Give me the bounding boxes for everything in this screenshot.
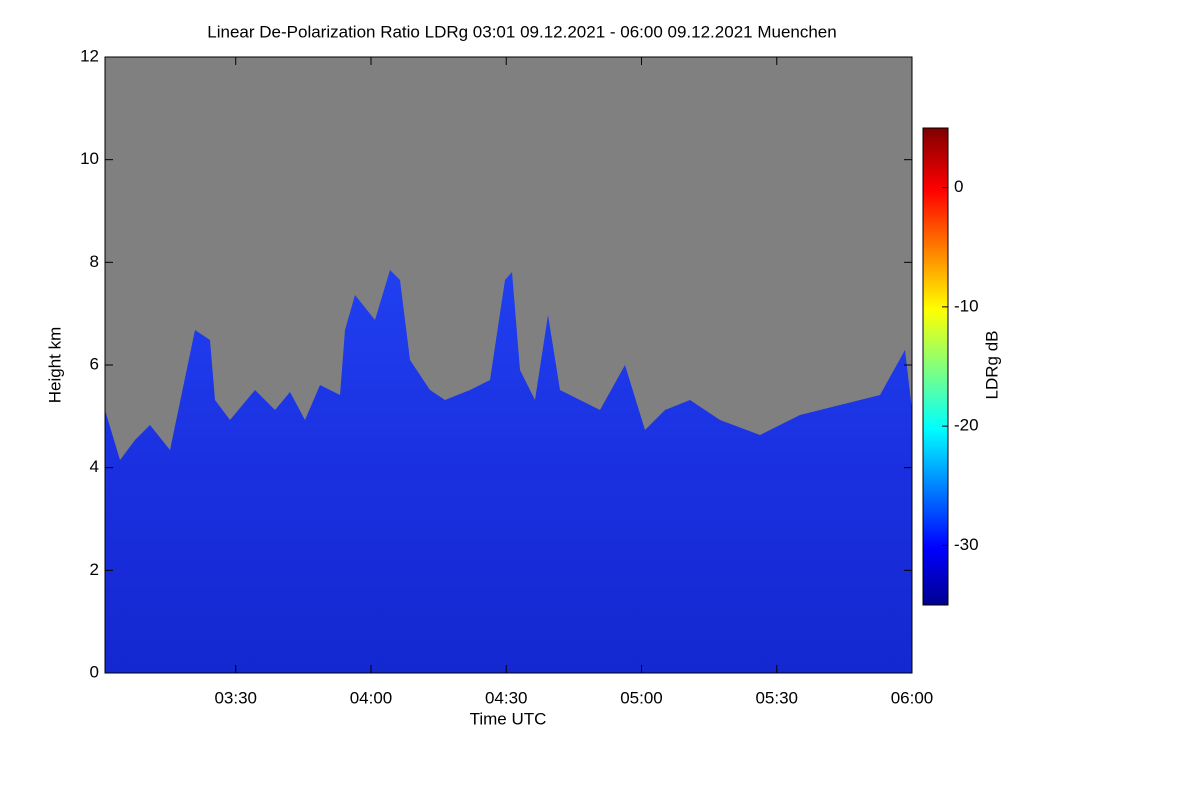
- y-axis-label: Height km: [45, 327, 64, 404]
- y-tick-label: 6: [90, 354, 99, 373]
- colorbar-tick-label: -20: [954, 416, 979, 435]
- colorbar: [922, 127, 949, 606]
- colorbar-tick-label: -30: [954, 535, 979, 554]
- x-tick-label: 05:00: [620, 688, 663, 707]
- x-axis-label: Time UTC: [470, 709, 547, 728]
- x-tick-label: 03:30: [214, 688, 257, 707]
- colorbar-label: LDRg dB: [982, 331, 1001, 400]
- colorbar-tick-label: 0: [954, 177, 963, 196]
- y-tick-label: 8: [90, 252, 99, 271]
- chart-title: Linear De-Polarization Ratio LDRg 03:01 …: [207, 22, 836, 41]
- colorbar-tick-label: -10: [954, 296, 979, 315]
- cloud-field: [105, 270, 912, 673]
- x-tick-label: 04:30: [485, 688, 528, 707]
- y-tick-label: 2: [90, 560, 99, 579]
- y-tick-label: 4: [90, 457, 99, 476]
- y-tick-label: 10: [80, 149, 99, 168]
- x-tick-label: 05:30: [755, 688, 798, 707]
- x-tick-label: 06:00: [891, 688, 934, 707]
- x-tick-label: 04:00: [350, 688, 393, 707]
- y-tick-label: 0: [90, 662, 99, 681]
- y-tick-label: 12: [80, 46, 99, 65]
